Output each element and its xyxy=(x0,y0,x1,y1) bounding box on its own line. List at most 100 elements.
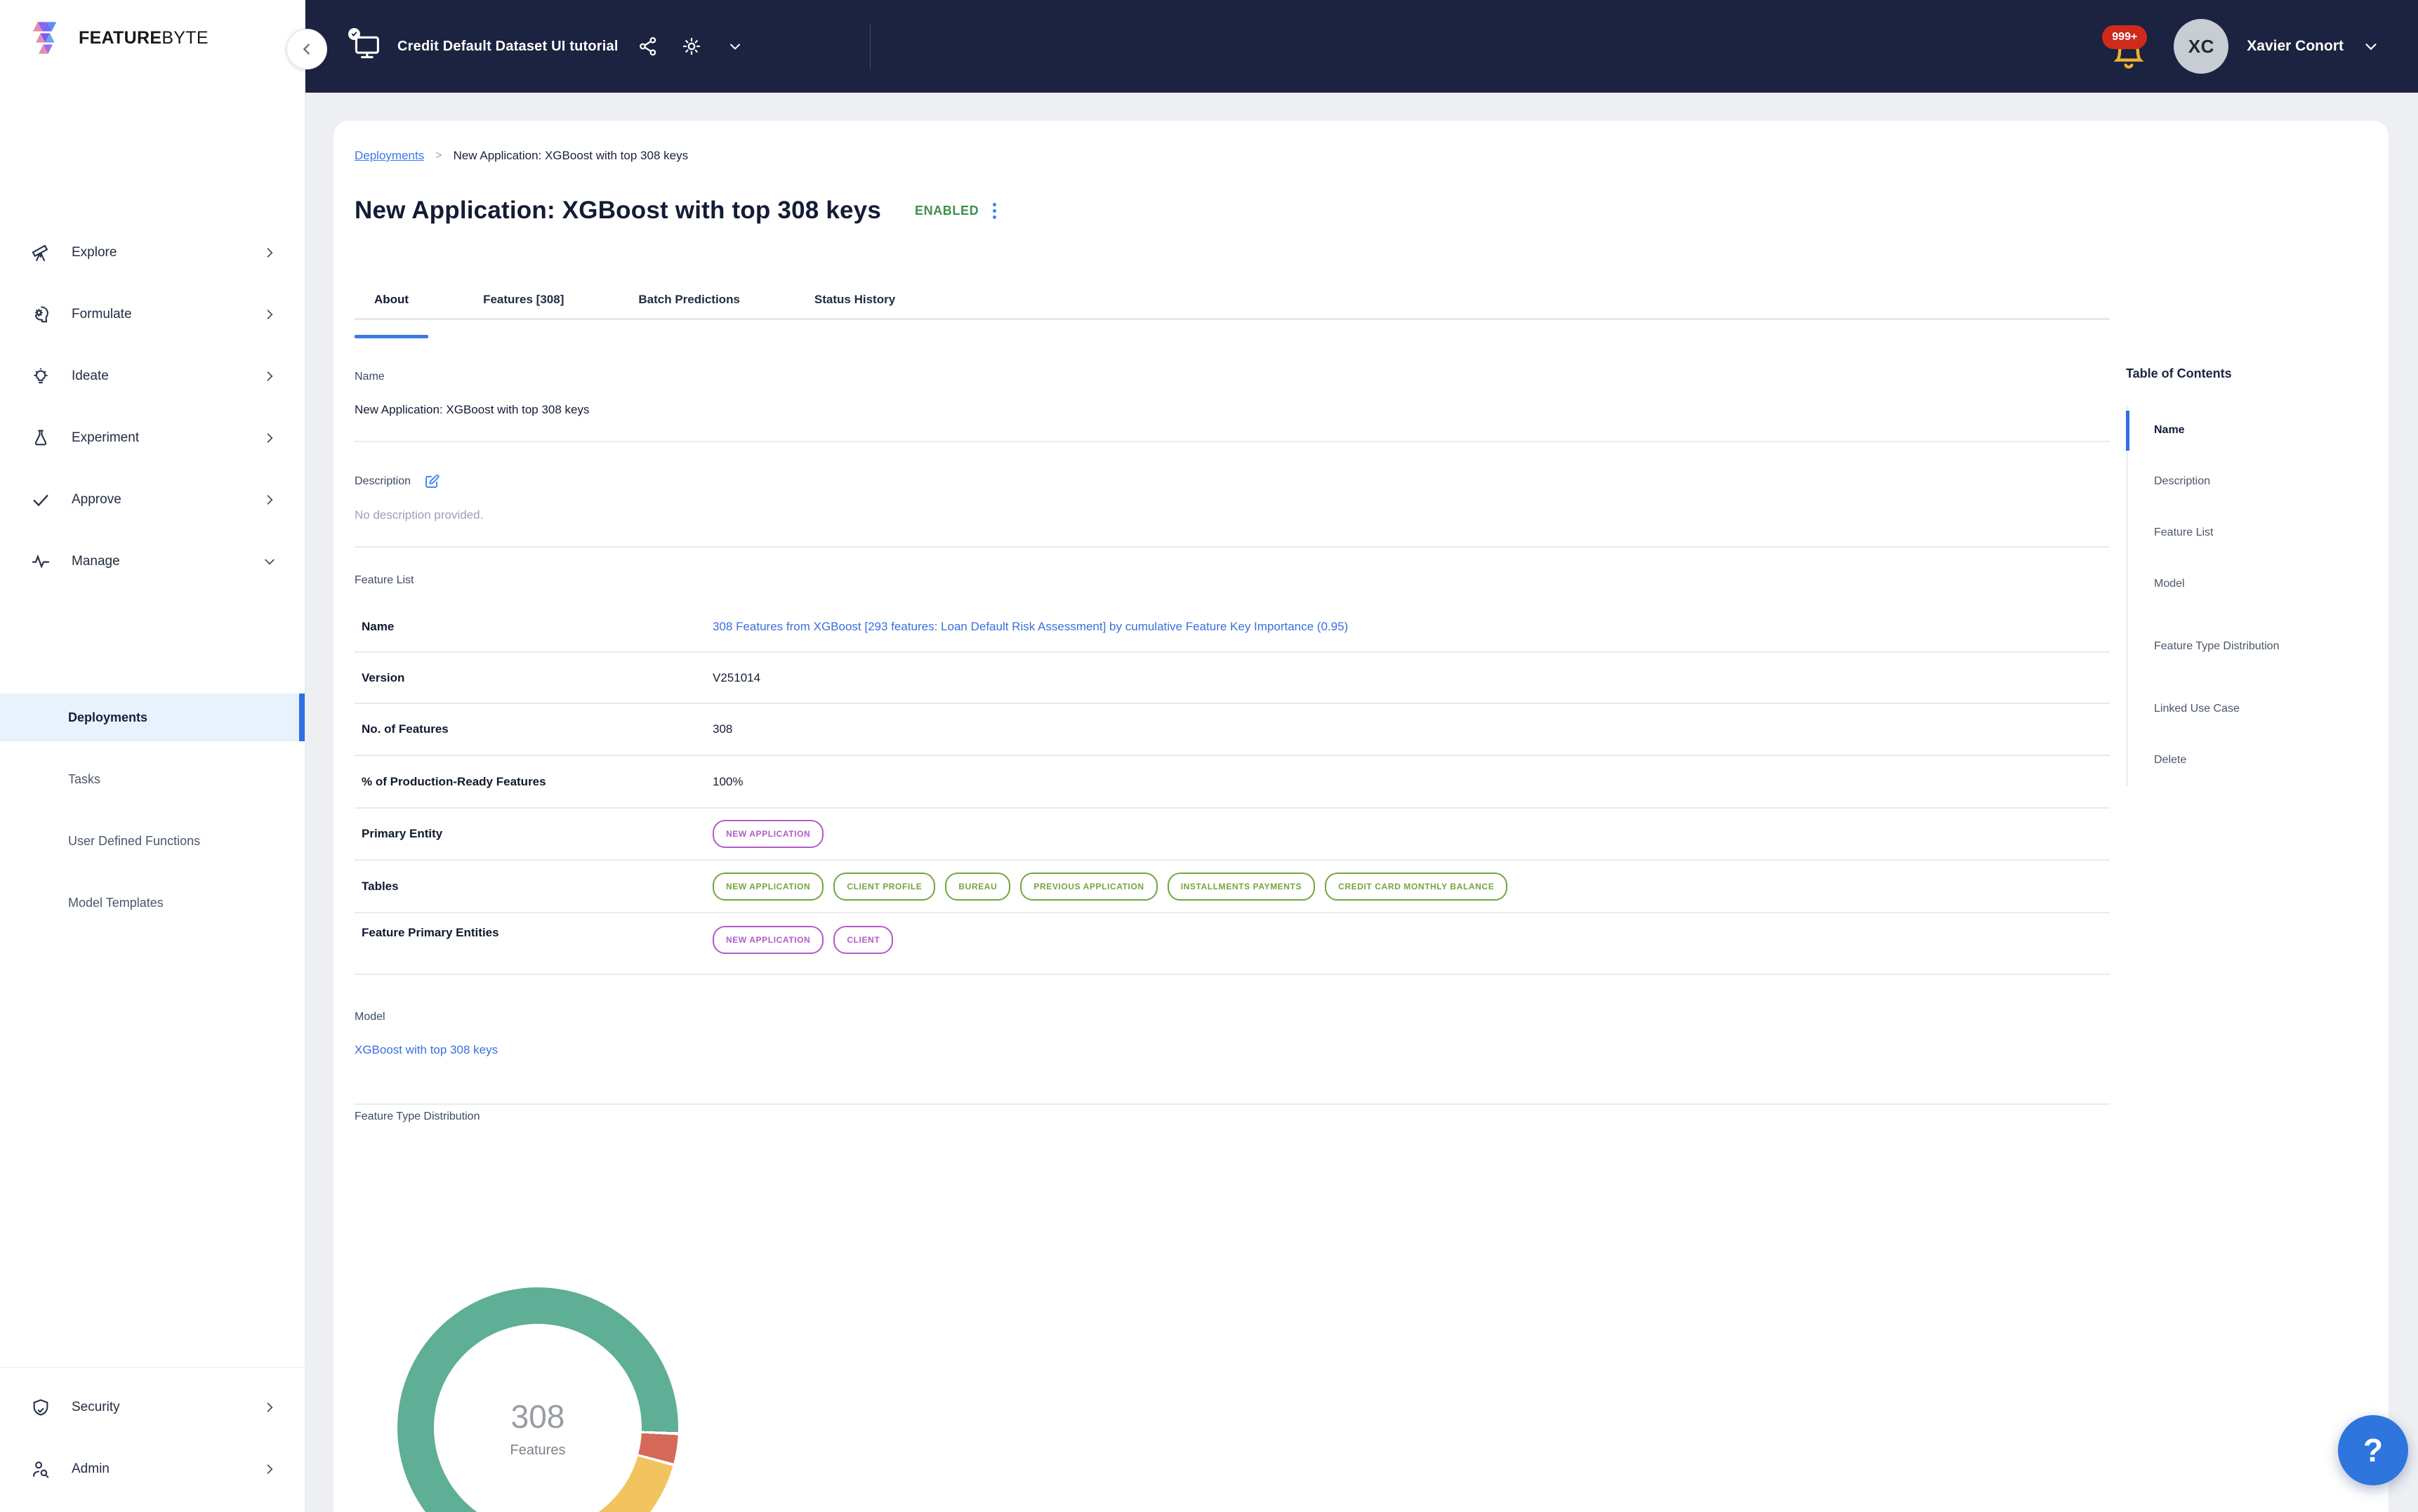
sidebar-item-admin[interactable]: Admin xyxy=(0,1438,305,1500)
sidebar-item-ideate[interactable]: Ideate xyxy=(0,345,305,407)
featurebyte-logo-mark xyxy=(33,22,57,54)
donut-total: 308 xyxy=(510,1398,565,1435)
sidebar-item-label: Deployments xyxy=(68,710,148,724)
sidebar-item-security[interactable]: Security xyxy=(0,1377,305,1438)
table-row: Tables NEW APPLICATION CLIENT PROFILE BU… xyxy=(355,861,2110,913)
table-tag[interactable]: PREVIOUS APPLICATION xyxy=(1020,872,1158,901)
sidebar-item-label: Tasks xyxy=(68,771,101,786)
tab-status-history[interactable]: Status History xyxy=(814,293,896,306)
model-section-label: Model xyxy=(355,1011,385,1023)
table-tag[interactable]: NEW APPLICATION xyxy=(713,872,824,901)
toc-item-linked-use-case[interactable]: Linked Use Case xyxy=(2154,703,2240,715)
sidebar-item-model-templates[interactable]: Model Templates xyxy=(0,872,305,934)
row-label: Primary Entity xyxy=(362,827,443,840)
toc-item-delete[interactable]: Delete xyxy=(2154,754,2187,767)
content-card: Deployments > New Application: XGBoost w… xyxy=(333,121,2389,1512)
breadcrumb-current: New Application: XGBoost with top 308 ke… xyxy=(453,149,689,162)
sidebar-item-label: Explore xyxy=(72,245,117,260)
top-bar: Credit Default Dataset UI tutorial 999+ xyxy=(305,0,2418,93)
edit-description-icon[interactable] xyxy=(423,473,440,490)
chevron-right-icon xyxy=(267,1402,273,1412)
sidebar-item-experiment[interactable]: Experiment xyxy=(0,407,305,469)
row-label: Name xyxy=(362,619,395,633)
tab-batch-predictions[interactable]: Batch Predictions xyxy=(638,293,740,306)
entity-tag[interactable]: NEW APPLICATION xyxy=(713,820,824,848)
row-value: 308 xyxy=(713,722,733,736)
tab-bar: About Features [308] Batch Predictions S… xyxy=(355,284,950,338)
feature-type-donut: 308 Features xyxy=(397,1287,678,1512)
feature-list-table: Name 308 Features from XGBoost [293 feat… xyxy=(355,602,2110,975)
sidebar-item-label: Admin xyxy=(72,1461,110,1476)
feature-list-section-label: Feature List xyxy=(355,574,414,586)
model-link[interactable]: XGBoost with top 308 keys xyxy=(355,1043,498,1056)
entity-tag[interactable]: CLIENT xyxy=(833,926,894,954)
notifications-button[interactable]: 999+ xyxy=(2102,18,2155,74)
lightbulb-icon xyxy=(34,368,48,384)
feature-type-distribution-label: Feature Type Distribution xyxy=(355,1110,480,1122)
sidebar-item-label: Ideate xyxy=(72,369,109,383)
toc-item-name[interactable]: Name xyxy=(2126,405,2287,456)
head-gear-icon xyxy=(34,306,48,323)
featurebyte-logo[interactable]: FEATUREBYTE xyxy=(31,18,209,58)
chevron-right-icon xyxy=(267,495,273,505)
row-label: No. of Features xyxy=(362,722,449,736)
toc-item-feature-list[interactable]: Feature List xyxy=(2154,526,2214,539)
page-title: New Application: XGBoost with top 308 ke… xyxy=(355,197,881,224)
tab-about[interactable]: About xyxy=(355,284,429,338)
check-icon xyxy=(33,495,48,507)
entity-tag[interactable]: NEW APPLICATION xyxy=(713,926,824,954)
name-value: New Application: XGBoost with top 308 ke… xyxy=(355,403,590,416)
sidebar-item-label: User Defined Functions xyxy=(68,833,201,848)
chevron-left-icon xyxy=(303,44,310,55)
workspace-chevron-down-icon[interactable] xyxy=(721,32,749,60)
user-search-icon xyxy=(33,1461,49,1478)
chevron-right-icon xyxy=(267,371,273,381)
user-menu-chevron-icon[interactable] xyxy=(2362,37,2380,55)
table-of-contents: Table of Contents Name Description Featu… xyxy=(2126,366,2358,786)
help-button[interactable]: ? xyxy=(2338,1415,2408,1485)
divider xyxy=(355,1103,2110,1105)
table-row: Name 308 Features from XGBoost [293 feat… xyxy=(355,602,2110,653)
settings-gear-icon[interactable] xyxy=(678,32,706,60)
sidebar-item-deployments[interactable]: Deployments xyxy=(0,694,305,741)
workspace-selector[interactable]: Credit Default Dataset UI tutorial xyxy=(348,28,749,60)
table-tag[interactable]: INSTALLMENTS PAYMENTS xyxy=(1167,872,1316,901)
sidebar-item-manage[interactable]: Manage xyxy=(0,531,305,592)
sidebar-item-formulate[interactable]: Formulate xyxy=(0,284,305,345)
table-tag[interactable]: CREDIT CARD MONTHLY BALANCE xyxy=(1325,872,1508,901)
feature-list-name-link[interactable]: 308 Features from XGBoost [293 features:… xyxy=(713,619,1349,633)
toc-item-feature-type-distribution[interactable]: Feature Type Distribution xyxy=(2154,640,2280,653)
avatar[interactable]: XC xyxy=(2174,19,2229,74)
sidebar-item-approve[interactable]: Approve xyxy=(0,469,305,531)
topbar-divider xyxy=(870,24,871,69)
breadcrumb-deployments-link[interactable]: Deployments xyxy=(355,149,425,162)
chevron-right-icon xyxy=(267,310,273,319)
featurebyte-logo-text: FEATUREBYTE xyxy=(79,27,209,48)
table-row: No. of Features 308 xyxy=(355,704,2110,756)
divider xyxy=(355,546,2110,548)
tutorial-monitor-icon xyxy=(348,28,382,60)
sidebar-item-tasks[interactable]: Tasks xyxy=(0,748,305,810)
sidebar-item-label: Manage xyxy=(72,554,120,569)
share-icon[interactable] xyxy=(634,32,662,60)
table-row: % of Production-Ready Features 100% xyxy=(355,756,2110,809)
toc-item-description[interactable]: Description xyxy=(2154,475,2211,488)
tab-features[interactable]: Features [308] xyxy=(483,293,564,306)
sidebar-item-label: Security xyxy=(72,1400,120,1414)
toc-item-model[interactable]: Model xyxy=(2154,578,2185,590)
manage-submenu: Deployments Tasks User Defined Functions… xyxy=(0,687,305,934)
donut-center: 308 Features xyxy=(434,1324,642,1512)
chevron-right-icon xyxy=(267,1464,273,1474)
divider xyxy=(355,441,2110,442)
kebab-menu-icon[interactable] xyxy=(990,200,999,222)
table-tag[interactable]: BUREAU xyxy=(945,872,1011,901)
sidebar-item-user-defined-functions[interactable]: User Defined Functions xyxy=(0,810,305,872)
sidebar-item-explore[interactable]: Explore xyxy=(0,222,305,284)
row-label: % of Production-Ready Features xyxy=(362,774,546,788)
table-tag[interactable]: CLIENT PROFILE xyxy=(833,872,936,901)
sidebar-item-label: Formulate xyxy=(72,307,132,321)
donut-total-label: Features xyxy=(510,1442,566,1458)
collapse-sidebar-button[interactable] xyxy=(286,29,327,69)
user-name: Xavier Conort xyxy=(2247,38,2344,54)
